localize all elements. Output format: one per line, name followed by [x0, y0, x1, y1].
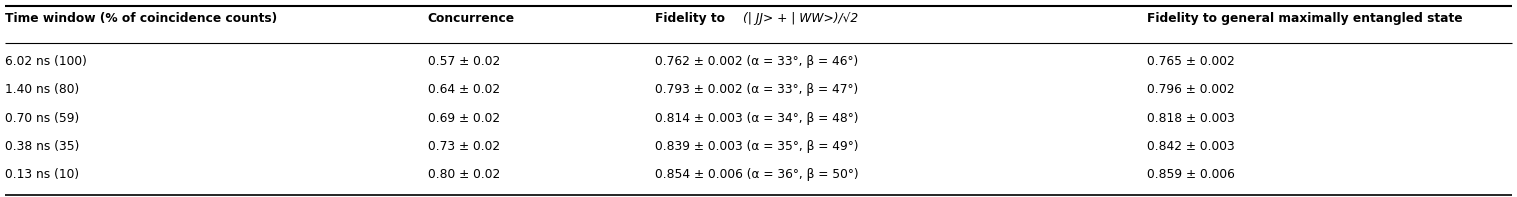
Text: Fidelity to general maximally entangled state: Fidelity to general maximally entangled …	[1147, 12, 1462, 25]
Text: 0.793 ± 0.002 (α = 33°, β = 47°): 0.793 ± 0.002 (α = 33°, β = 47°)	[655, 83, 859, 96]
Text: Time window (% of coincidence counts): Time window (% of coincidence counts)	[5, 12, 276, 25]
Text: 0.839 ± 0.003 (α = 35°, β = 49°): 0.839 ± 0.003 (α = 35°, β = 49°)	[655, 140, 859, 153]
Text: 0.80 ± 0.02: 0.80 ± 0.02	[428, 168, 501, 181]
Text: Concurrence: Concurrence	[428, 12, 514, 25]
Text: 0.842 ± 0.003: 0.842 ± 0.003	[1147, 140, 1235, 153]
Text: 0.73 ± 0.02: 0.73 ± 0.02	[428, 140, 501, 153]
Text: 0.57 ± 0.02: 0.57 ± 0.02	[428, 55, 501, 68]
Text: Fidelity to: Fidelity to	[655, 12, 730, 25]
Text: 0.859 ± 0.006: 0.859 ± 0.006	[1147, 168, 1235, 181]
Text: 0.796 ± 0.002: 0.796 ± 0.002	[1147, 83, 1235, 96]
Text: 1.40 ns (80): 1.40 ns (80)	[5, 83, 79, 96]
Text: 0.854 ± 0.006 (α = 36°, β = 50°): 0.854 ± 0.006 (α = 36°, β = 50°)	[655, 168, 859, 181]
Text: 0.64 ± 0.02: 0.64 ± 0.02	[428, 83, 501, 96]
Text: 0.818 ± 0.003: 0.818 ± 0.003	[1147, 112, 1235, 125]
Text: (| JJ> + | WW>)/√2: (| JJ> + | WW>)/√2	[743, 12, 859, 25]
Text: 6.02 ns (100): 6.02 ns (100)	[5, 55, 86, 68]
Text: 0.762 ± 0.002 (α = 33°, β = 46°): 0.762 ± 0.002 (α = 33°, β = 46°)	[655, 55, 859, 68]
Text: 0.13 ns (10): 0.13 ns (10)	[5, 168, 79, 181]
Text: 0.814 ± 0.003 (α = 34°, β = 48°): 0.814 ± 0.003 (α = 34°, β = 48°)	[655, 112, 859, 125]
Text: 0.765 ± 0.002: 0.765 ± 0.002	[1147, 55, 1235, 68]
Text: 0.38 ns (35): 0.38 ns (35)	[5, 140, 79, 153]
Text: 0.70 ns (59): 0.70 ns (59)	[5, 112, 79, 125]
Text: 0.69 ± 0.02: 0.69 ± 0.02	[428, 112, 501, 125]
